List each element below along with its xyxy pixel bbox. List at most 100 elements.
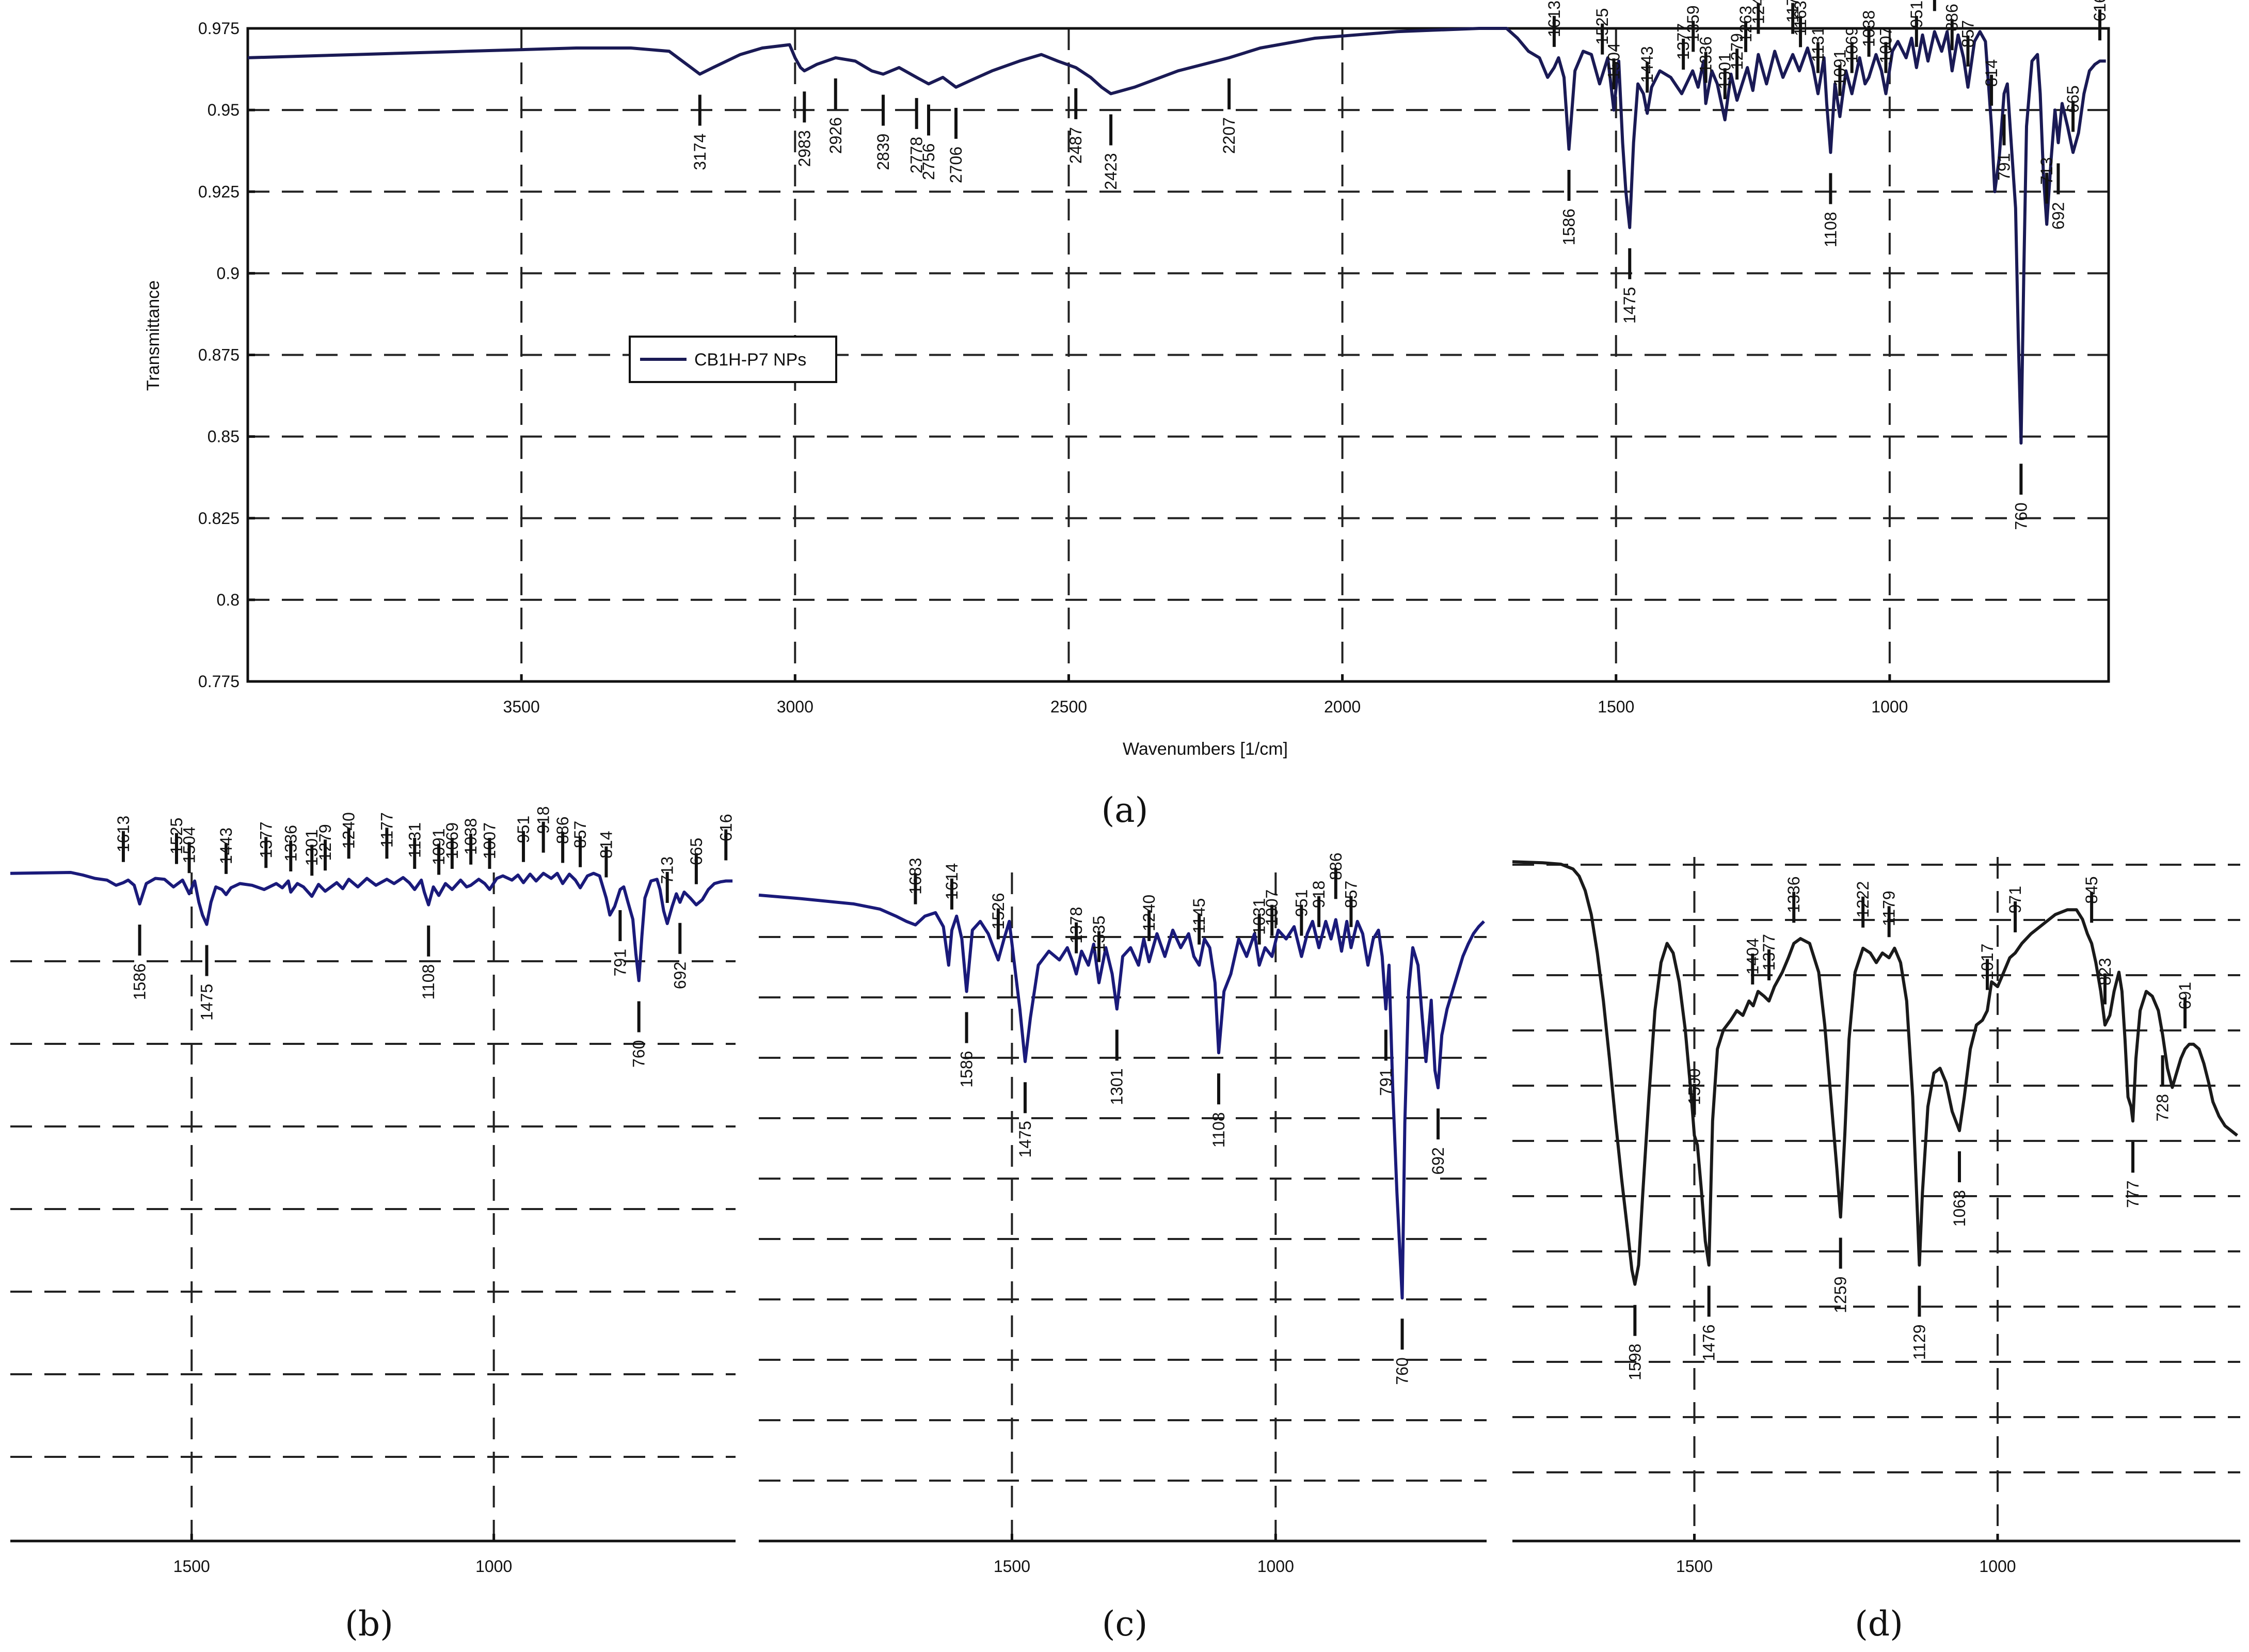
- peak-label: 971: [2006, 886, 2024, 913]
- peak-label: 1301: [302, 829, 321, 866]
- spectrum-line: [247, 27, 2106, 445]
- peak-label: 1586: [1560, 209, 1578, 245]
- peak-label: 692: [2049, 202, 2067, 229]
- panel-a: 0.975 0.95 0.925 0.9 0.875 0.85 0.825 0.8 0.775 3…: [198, 0, 2110, 716]
- peak-label: 918: [1310, 881, 1328, 908]
- peak-label: 713: [658, 856, 677, 884]
- x-tick-label: 1000: [1979, 1557, 2016, 1576]
- peak-label: 1163: [1791, 1, 1810, 36]
- peak-label: 713: [2037, 157, 2056, 184]
- peak-label: 2983: [795, 130, 814, 167]
- peak-label: 1598: [1625, 1344, 1644, 1380]
- peak-label: 1525: [167, 818, 186, 854]
- spectrum-line: [758, 893, 1486, 1300]
- peak-label: 2423: [1102, 153, 1120, 190]
- peak-label: 1476: [1700, 1325, 1718, 1361]
- peak-label: 1359: [1684, 5, 1702, 42]
- peak-label: 760: [2012, 502, 2030, 530]
- peak-label: 1504: [1604, 43, 1623, 80]
- peak-label: 1336: [1784, 876, 1803, 913]
- y-tick-label: 0.95: [208, 101, 240, 119]
- peak-label: 1069: [443, 822, 461, 859]
- legend-a: CB1H-P7 NPs: [629, 336, 837, 383]
- x-tick-label: 1500: [1676, 1557, 1713, 1576]
- peak-label: 2839: [874, 134, 892, 170]
- panel-c: 1500 1000 1683 1614 1586 1526 1475 1378 1335 1301…: [758, 852, 1487, 1576]
- peak-label: 951: [1292, 889, 1311, 917]
- peak-label: 616: [716, 814, 735, 841]
- peak-label: 1063: [1950, 1190, 1969, 1227]
- y-tick-label: 0.85: [208, 427, 240, 446]
- y-tick-label: 0.975: [198, 19, 240, 38]
- x-tick-label: 1500: [994, 1557, 1030, 1576]
- x-tick-label: 3500: [503, 697, 540, 716]
- peak-label: 2487: [1066, 127, 1085, 164]
- y-tick-label: 0.875: [198, 346, 240, 364]
- peak-label: 857: [571, 821, 589, 848]
- peak-label: 1475: [1016, 1121, 1034, 1157]
- spectrum-line: [1512, 860, 2238, 1286]
- y-tick-label: 0.9: [217, 264, 240, 282]
- peak-label: 1240: [340, 812, 358, 849]
- peak-label: 1179: [1880, 891, 1899, 926]
- x-axis-label: Wavenumbers [1/cm]: [1123, 739, 1288, 759]
- peak-label: 1586: [131, 963, 149, 1000]
- y-tick-label: 0.775: [198, 672, 240, 691]
- peak-label: 814: [1982, 59, 2001, 87]
- peak-label: 760: [630, 1040, 648, 1068]
- x-tick-label: 3000: [777, 697, 814, 716]
- peak-label: 1091: [429, 829, 448, 865]
- peak-label: 3174: [691, 134, 709, 170]
- peak-label: 1131: [1809, 27, 1827, 62]
- peak-label: 1475: [1620, 287, 1639, 324]
- peak-label: 2926: [826, 117, 845, 154]
- peak-label: 791: [611, 949, 629, 976]
- peak-label: 1404: [1743, 938, 1762, 975]
- peak-label: 1240: [1749, 0, 1767, 24]
- legend-text: CB1H-P7 NPs: [694, 350, 806, 370]
- peak-label: 1007: [1876, 27, 1895, 63]
- peak-label: 886: [1943, 4, 1961, 31]
- peak-label: 1131: [405, 822, 424, 858]
- peak-label: 777: [2124, 1181, 2142, 1208]
- peak-label: 1475: [198, 984, 216, 1021]
- peak-label: 1500: [1685, 1068, 1704, 1105]
- x-tick-label: 2500: [1050, 697, 1087, 716]
- peak-label: 760: [1393, 1357, 1412, 1385]
- peak-label: 857: [1959, 20, 1977, 47]
- peak-label: 1240: [1140, 895, 1158, 931]
- peak-label: 692: [1429, 1147, 1447, 1174]
- peak-label: 1377: [1760, 934, 1778, 971]
- plot-frame: [246, 27, 2110, 683]
- x-tick-label: 1500: [173, 1557, 210, 1576]
- x-tick-label: 1000: [1257, 1557, 1294, 1576]
- spectrum-line: [10, 871, 733, 982]
- peak-label: 1336: [281, 825, 300, 862]
- peak-label: 1378: [1067, 907, 1086, 944]
- peak-label: 1259: [1831, 1277, 1850, 1313]
- peak-label: 1613: [114, 816, 133, 852]
- peak-label: 1526: [989, 893, 1008, 929]
- peak-label: 2756: [919, 144, 938, 180]
- peak-label: 791: [1995, 153, 2013, 181]
- peak-label: 1377: [1674, 23, 1693, 60]
- peak-label: 692: [671, 962, 689, 989]
- x-tick-label: 1000: [1871, 697, 1908, 716]
- peak-label: 1613: [1545, 1, 1564, 37]
- peak-label: 1007: [1263, 889, 1281, 926]
- y-tick-label: 0.925: [198, 182, 240, 201]
- peak-label: 1038: [1860, 10, 1878, 47]
- peak-label: 918: [534, 806, 553, 834]
- y-axis-label: Transmittance: [143, 280, 163, 391]
- panel-label-a: (a): [1102, 790, 1149, 830]
- peak-label: 665: [687, 838, 706, 865]
- peak-label: 2207: [1220, 117, 1238, 154]
- peak-label: 1017: [1978, 944, 1997, 980]
- x-tick-label: 2000: [1324, 697, 1361, 716]
- peak-label: 1108: [1821, 212, 1840, 247]
- y-tick-label: 0.8: [217, 591, 240, 609]
- peak-label: 2778: [907, 137, 926, 173]
- peak-label: 1614: [943, 863, 961, 900]
